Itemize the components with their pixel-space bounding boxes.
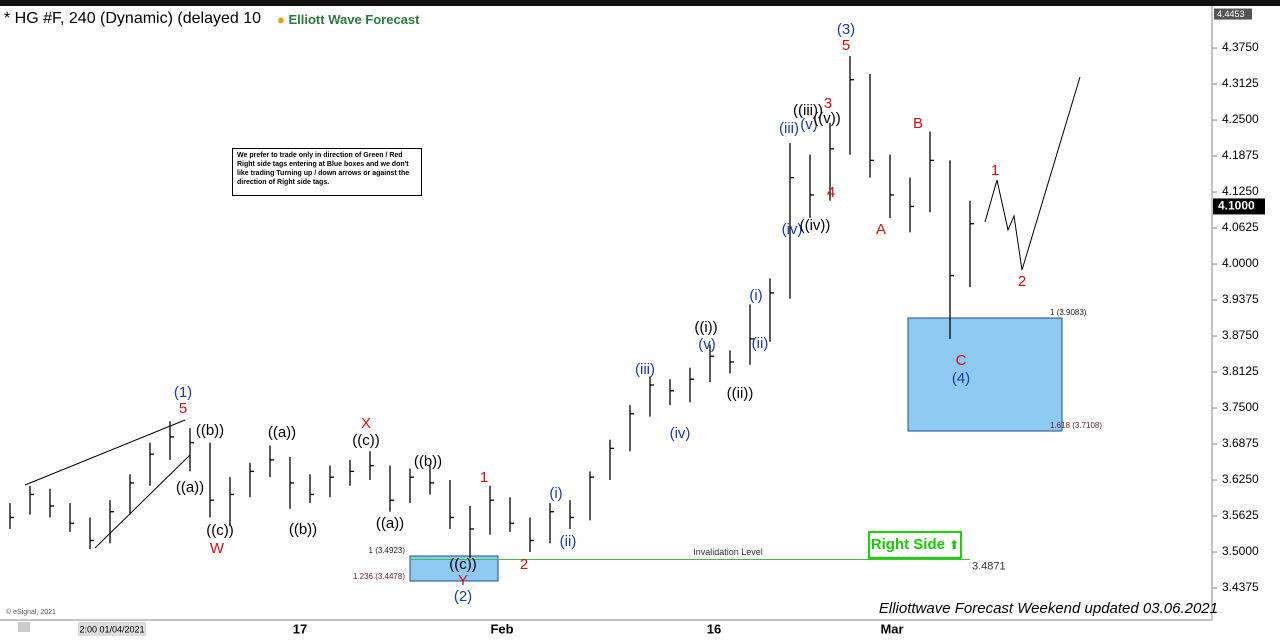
wave-label: (3)	[837, 21, 855, 38]
icon	[18, 622, 30, 632]
wave-label: ((iii))	[793, 102, 823, 119]
footer: Elliottwave Forecast Weekend updated 03.…	[878, 600, 1218, 617]
y-tick-label: 3.9375	[1222, 292, 1259, 306]
wave-label: 4	[827, 184, 835, 201]
y-tick-label: 3.5625	[1222, 508, 1259, 522]
right-side-text: Right Side	[870, 536, 945, 553]
y-tick-label: 3.8125	[1222, 364, 1259, 378]
copyright: © eSignal, 2021	[6, 608, 56, 616]
x-tick-label: 16	[707, 621, 721, 636]
y-tick-label: 4.1875	[1222, 148, 1259, 162]
y-tick-label: 3.8750	[1222, 328, 1259, 342]
wave-label: ((b))	[196, 422, 224, 439]
wave-label: ((iv))	[800, 217, 831, 234]
last-price-marker	[1213, 198, 1265, 215]
wave-label: X	[361, 415, 371, 432]
fib-label: 1.618 (3.7108)	[1050, 421, 1102, 430]
invalidation-text: Invalidation Level	[693, 547, 763, 557]
wave-label: (2)	[454, 588, 472, 605]
wave-label: C	[956, 352, 967, 369]
fib-label: 1 (3.9083)	[1050, 308, 1087, 317]
wave-label: (i)	[749, 287, 762, 304]
wave-label: ((c))	[206, 522, 233, 539]
wave-label: ((ii))	[727, 385, 754, 402]
projection-path	[984, 76, 1081, 271]
symbol-header: * HG #F, 240 (Dynamic) (delayed 10	[4, 10, 261, 27]
wave-label: 1	[480, 469, 488, 486]
wave-label: (iv)	[782, 221, 803, 238]
wave-label: ((v))	[813, 110, 840, 127]
price-marker	[1214, 8, 1252, 20]
wave-label: 2	[520, 556, 528, 573]
wedge-line	[94, 454, 191, 549]
y-tick-label: 3.4375	[1222, 580, 1259, 594]
y-tick-label: 3.7500	[1222, 400, 1259, 414]
wave-label: W	[210, 540, 225, 557]
y-tick-label: 3.6250	[1222, 472, 1259, 486]
date-box	[78, 622, 146, 636]
logo-text: Elliott Wave Forecast	[288, 12, 420, 27]
wave-label: (ii)	[752, 335, 769, 352]
wave-label: 5	[842, 37, 850, 54]
y-tick-label: 4.0625	[1222, 220, 1259, 234]
wave-label: 2	[1018, 273, 1026, 290]
wave-label: (1)	[174, 384, 192, 401]
wave-label: (v)	[800, 116, 818, 133]
wave-label: (iii)	[779, 120, 799, 137]
y-tick-label: 3.6875	[1222, 436, 1259, 450]
x-tick-label: 2:00 01/04/2021	[79, 624, 144, 634]
wave-label: (i)	[549, 485, 562, 502]
y-tick-label: 3.5000	[1222, 544, 1259, 558]
y-tick-label: 4.0000	[1222, 256, 1259, 270]
invalidation-value: 3.4871	[972, 560, 1006, 572]
wave-label: (4)	[952, 370, 970, 387]
wave-label: (ii)	[560, 533, 577, 550]
wave-label: ((b))	[414, 453, 442, 470]
wave-label: B	[913, 115, 923, 132]
wave-label: Y	[458, 572, 468, 589]
wave-label: (iii)	[635, 361, 655, 378]
wave-label: 3	[824, 95, 832, 112]
blue-box	[409, 555, 499, 582]
top-bar	[0, 0, 1280, 6]
logo: ● Elliott Wave Forecast	[277, 12, 420, 27]
y-tick-label: 4.3125	[1222, 76, 1259, 90]
x-tick-label: Mar	[880, 621, 903, 636]
blue-box	[907, 317, 1063, 432]
wave-label: ((i))	[694, 319, 717, 336]
wave-label: 5	[179, 400, 187, 417]
wedge-line	[24, 419, 186, 486]
wave-label: A	[876, 221, 886, 238]
last-price-label: 4.1000	[1218, 199, 1255, 213]
y-tick-label: 4.3750	[1222, 40, 1259, 54]
right-side-tag: Right Side ⬆	[868, 531, 962, 559]
wave-label: ((a))	[376, 515, 404, 532]
wave-label: ((c))	[352, 432, 379, 449]
wave-label: ((c))	[449, 556, 476, 573]
wave-label: ((a))	[268, 424, 296, 441]
x-tick-label: 17	[293, 621, 307, 636]
y-tick-label: 4.2500	[1222, 112, 1259, 126]
x-tick-label: Feb	[490, 621, 513, 636]
wave-label: (iv)	[670, 425, 691, 442]
fib-label: 1.236 (3.4478)	[353, 572, 405, 581]
wave-label: ((a))	[176, 479, 204, 496]
top-price-label: 4.4453	[1217, 9, 1245, 19]
wave-label: (v)	[698, 336, 716, 353]
wave-label: ((b))	[289, 521, 317, 538]
fib-label: 1 (3.4923)	[369, 546, 406, 555]
wave-label: 1	[991, 162, 999, 179]
y-tick-label: 4.1250	[1222, 184, 1259, 198]
notice-box: We prefer to trade only in direction of …	[232, 148, 422, 196]
